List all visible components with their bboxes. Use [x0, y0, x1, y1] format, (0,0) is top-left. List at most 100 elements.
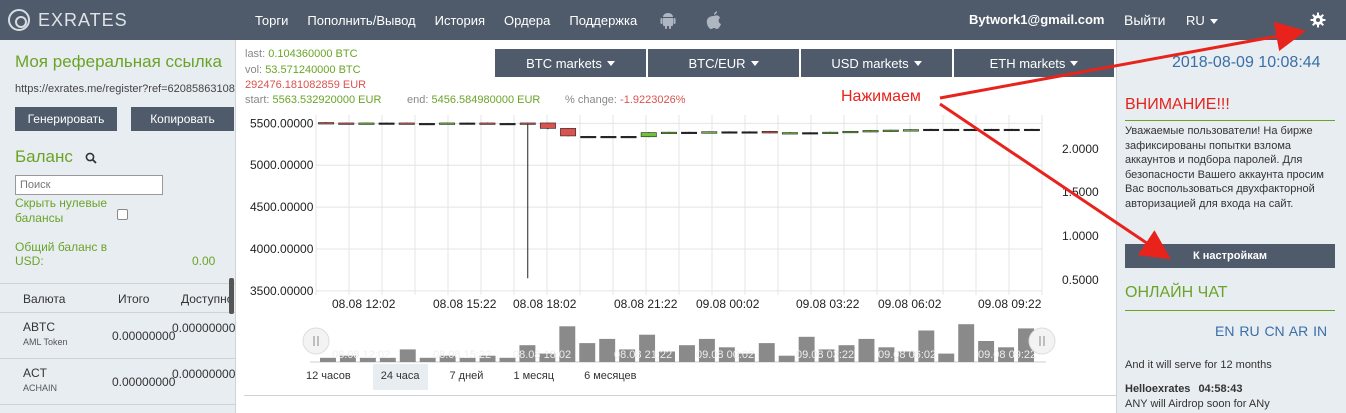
y2-tick-label: 1.0000 [1062, 229, 1099, 243]
hide-zero-checkbox[interactable] [117, 209, 128, 220]
eth-markets-label: ETH markets [989, 55, 1066, 71]
logo-text: EXRATES [38, 9, 128, 30]
gear-icon[interactable] [1310, 12, 1326, 28]
nav-trading[interactable]: Торги [255, 12, 289, 28]
stat-change: % change: -1.9223026% [565, 94, 686, 106]
candle-body [741, 131, 758, 134]
eth-markets-dropdown[interactable]: ETH markets [954, 49, 1114, 77]
volume-bar [778, 355, 795, 362]
volume-bar [978, 341, 995, 362]
volume-bar [359, 357, 376, 362]
stat-end-value: 5456.584980000 EUR [431, 94, 541, 106]
column-total[interactable]: Итого [118, 292, 150, 306]
volume-bar [838, 345, 855, 362]
user-email[interactable]: Bytwork1@gmail.com [969, 12, 1105, 27]
left-panel: Моя реферальная ссылка https://exrates.m… [0, 40, 236, 413]
btc-markets-dropdown[interactable]: BTC markets [495, 49, 646, 77]
candle-body [761, 131, 778, 134]
candle-body [802, 132, 819, 135]
candle-body [701, 131, 718, 134]
y-tick-label: 4500.00000 [250, 200, 314, 214]
logout-link[interactable]: Выйти [1124, 12, 1166, 28]
candle-body [338, 122, 355, 125]
column-available[interactable]: Доступно [181, 292, 234, 306]
chevron-down-icon [750, 60, 759, 66]
candle-body [439, 122, 456, 125]
candle-body [862, 130, 879, 133]
candle-body [923, 128, 940, 132]
period-6m[interactable]: 6 месяцев [584, 370, 637, 382]
referral-url[interactable]: https://exrates.me/register?ref=62085863… [15, 83, 235, 95]
x-tick-label: 08.08 18:02 [513, 297, 577, 311]
volume-bar [898, 351, 915, 362]
navigator-handle [302, 327, 330, 355]
btc-eur-dropdown[interactable]: BTC/EUR [648, 49, 799, 77]
volume-bar [339, 355, 356, 362]
chat-username[interactable]: Helloexrates [1125, 383, 1191, 395]
candle-body [580, 136, 597, 139]
candle-body [822, 131, 839, 134]
y-tick-label: 3500.00000 [250, 284, 314, 298]
y2-tick-label: 2.0000 [1062, 142, 1099, 156]
period-24h[interactable]: 24 часа [372, 364, 428, 390]
candle-body [1003, 128, 1020, 132]
period-7d[interactable]: 7 дней [449, 370, 484, 382]
candle-body [882, 129, 899, 132]
balance-search-input[interactable] [15, 175, 163, 195]
generate-button[interactable]: Генерировать [15, 107, 117, 131]
apple-icon[interactable] [706, 11, 722, 29]
copy-button[interactable]: Копировать [131, 107, 234, 131]
coin-symbol: ACT [23, 366, 47, 380]
candle-body [600, 136, 617, 139]
navigator-tick-label: 08.08 15:22 [433, 349, 491, 361]
period-1m[interactable]: 1 месяц [513, 370, 555, 382]
volume-bar [519, 345, 536, 362]
navigator-tick-label: 09.08 06:02 [878, 349, 936, 361]
x-tick-label: 09.08 09:22 [978, 297, 1042, 311]
volume-bar [718, 347, 735, 362]
nav-support[interactable]: Поддержка [569, 12, 638, 28]
candle-body [983, 128, 1000, 132]
logo[interactable]: EXRATES [8, 9, 128, 31]
candle-body [620, 136, 637, 139]
volume-bar [918, 330, 935, 362]
candle-body [660, 131, 677, 134]
divider [1125, 310, 1335, 311]
candle-body [398, 122, 415, 125]
coin-available: 0.00000000 [172, 367, 236, 381]
table-row[interactable]: ACT ACHAIN 0.00000000 0.00000000 [0, 359, 236, 405]
volume-bar [798, 336, 815, 362]
stat-eur-volume: 292476.181082859 EUR [245, 79, 367, 91]
search-icon[interactable] [85, 152, 97, 164]
total-balance-label: Общий баланс в USD: [15, 240, 108, 268]
volume-bar [559, 326, 576, 362]
nav-history[interactable]: История [434, 12, 486, 28]
volume-bar [858, 338, 875, 362]
volume-bar [758, 343, 775, 362]
coin-symbol: ABTC [23, 320, 56, 334]
chat-language-links[interactable]: EN RU CN AR IN [1215, 323, 1328, 339]
column-currency[interactable]: Валюта [23, 292, 66, 306]
stat-last-key: last: [245, 48, 266, 60]
nav-orders[interactable]: Ордера [504, 12, 551, 28]
candlestick-chart[interactable]: 5500.00000 5000.00000 4500.00000 4000.00000… [236, 40, 1116, 370]
stat-end: end: 5456.584980000 EUR [407, 94, 540, 106]
scrollbar-thumb[interactable] [229, 278, 234, 314]
candle-body [519, 122, 536, 125]
table-row[interactable]: ABTC AML Token 0.00000000 0.00000000 [0, 313, 235, 359]
volume-bar [419, 357, 436, 362]
period-12h[interactable]: 12 часов [306, 370, 351, 382]
stat-change-key: % change: [565, 94, 617, 106]
warning-text: Уважаемые пользователи! На бирже зафикси… [1125, 125, 1324, 210]
candle-body [378, 122, 395, 125]
usd-markets-dropdown[interactable]: USD markets [801, 49, 952, 77]
chevron-down-icon [1209, 19, 1218, 25]
volume-bar [379, 357, 396, 362]
android-icon[interactable] [660, 11, 676, 29]
nav-deposit-withdraw[interactable]: Пополнить/Вывод [307, 12, 416, 28]
x-tick-label: 09.08 06:02 [878, 297, 942, 311]
language-select[interactable]: RU [1186, 13, 1218, 28]
y-tick-label: 5500.00000 [250, 116, 314, 130]
chart-panel: last: 0.104360000 BTC vol: 53.571240000 … [236, 40, 1116, 413]
arrow-to-settings-icon [939, 21, 1306, 100]
